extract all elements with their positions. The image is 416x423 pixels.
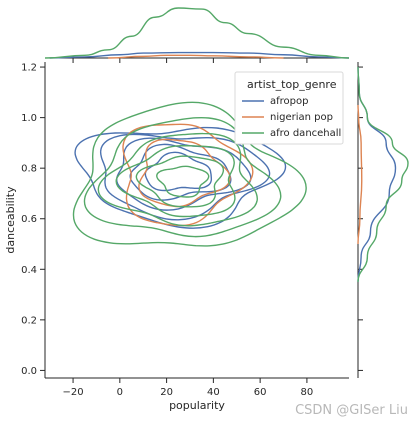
y-tick-label: 1.0 bbox=[21, 113, 37, 124]
top-marginal-afro-dancehall bbox=[44, 7, 350, 59]
y-tick-label: 0.8 bbox=[21, 164, 37, 175]
right-marginal-afro-dancehall bbox=[357, 67, 409, 282]
contour-afropop bbox=[99, 133, 271, 221]
x-tick-label: 80 bbox=[301, 387, 314, 398]
right-marginal-nigerian-pop bbox=[357, 104, 363, 245]
legend-label: afro dancehall bbox=[270, 128, 341, 139]
x-tick-label: 60 bbox=[254, 387, 267, 398]
right-marginal-kde bbox=[357, 62, 409, 378]
legend-items: afropop nigerian pop afro dancehall bbox=[242, 96, 341, 139]
right-marginal-afropop bbox=[357, 67, 397, 282]
y-tick-label: 0.0 bbox=[21, 366, 37, 377]
legend-label: afropop bbox=[270, 96, 308, 107]
legend-title: artist_top_genre bbox=[247, 78, 337, 91]
legend-label: nigerian pop bbox=[270, 112, 333, 123]
top-marginal-kde bbox=[44, 7, 350, 59]
y-tick-label: 0.2 bbox=[21, 315, 37, 326]
contour-afro-dancehall bbox=[115, 144, 236, 218]
kde-contours bbox=[72, 101, 307, 247]
y-tick-label: 0.4 bbox=[21, 265, 37, 276]
x-axis-label: popularity bbox=[169, 399, 225, 412]
contour-afro-dancehall bbox=[83, 116, 282, 238]
x-tick-label: 20 bbox=[160, 387, 173, 398]
legend-box bbox=[234, 71, 344, 145]
top-marginal-afropop bbox=[49, 51, 350, 59]
x-ticks: −20 0 20 40 60 80 bbox=[63, 58, 314, 398]
contour-afropop bbox=[74, 126, 287, 229]
contour-afro-dancehall bbox=[97, 132, 258, 227]
x-tick-label: −20 bbox=[63, 387, 84, 398]
main-plot-frame bbox=[44, 62, 349, 379]
x-tick-label: 0 bbox=[117, 387, 123, 398]
y-ticks: 0.0 0.2 0.4 0.6 0.8 1.0 1.2 bbox=[21, 63, 363, 377]
watermark: CSDN @GISer Liu bbox=[295, 403, 408, 418]
x-tick-label: 40 bbox=[207, 387, 220, 398]
contour-afro-dancehall bbox=[156, 165, 210, 198]
y-tick-label: 1.2 bbox=[21, 63, 37, 74]
contour-afro-dancehall bbox=[135, 155, 225, 208]
top-marginal-nigerian-pop bbox=[108, 54, 284, 59]
y-axis-label: danceability bbox=[4, 186, 17, 254]
y-tick-label: 0.6 bbox=[21, 214, 37, 225]
